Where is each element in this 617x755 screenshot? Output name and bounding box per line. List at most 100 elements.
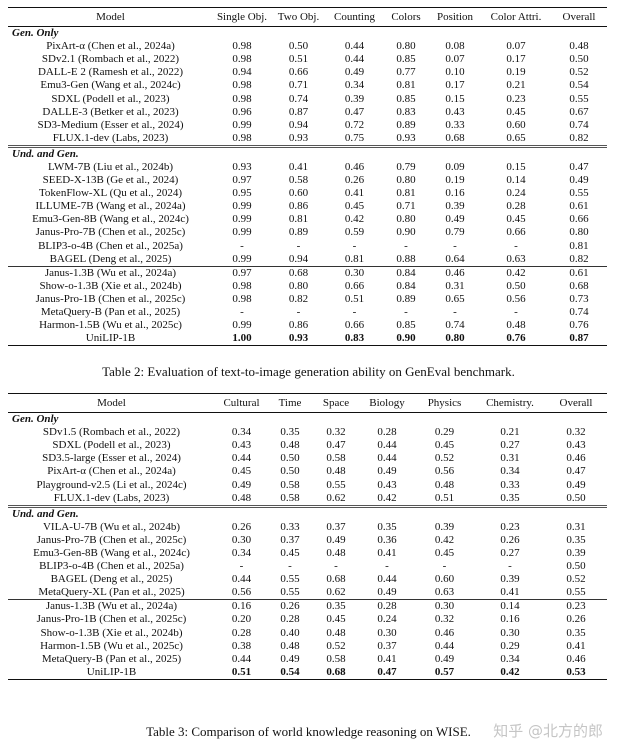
score-cell: 0.65 [506,131,526,144]
group-label-row: Und. and Gen. [8,504,607,521]
model-name-cell: MetaQuery-B (Pan et al., 2025) [40,306,181,319]
score-cell: 0.51 [434,491,455,504]
table-row: MetaQuery-B (Pan et al., 2025) 0.44 0.49 0.… [8,653,607,666]
score-cell: 0.45 [280,546,300,559]
score-cell: 0.43 [377,478,397,491]
score-cell: 0.45 [344,200,365,213]
score-cell: 0.43 [231,439,252,452]
column-header: Color Attri. [490,11,542,23]
table-row: LWM-7B (Liu et al., 2024b) 0.93 0.41 0.46 0.… [8,161,607,174]
column-header: Chemistry. [486,397,534,409]
score-cell: 0.32 [326,426,346,439]
table-row: Janus-Pro-7B (Chen et al., 2025c) 0.99 0.8… [8,226,607,239]
score-cell: 0.66 [288,66,309,79]
table-row: SD3.5-large (Esser et al., 2024) 0.44 0.50… [8,452,607,465]
table-row: VILA-U-7B (Wu et al., 2024b) 0.26 0.33 0.37… [8,521,607,534]
table-row: FLUX.1-dev (Labs, 2023) 0.48 0.58 0.62 0.42 0… [8,492,607,507]
score-cell: 0.49 [280,652,300,665]
score-cell: 0.34 [344,79,365,92]
model-name-cell: Janus-Pro-7B (Chen et al., 2025c) [35,226,186,239]
score-cell: 0.26 [500,533,520,546]
model-name-cell: Janus-1.3B (Wu et al., 2024a) [8,599,215,614]
score-cell: 0.55 [280,586,300,599]
score-cell: 0.48 [280,439,300,452]
score-cell: 0.07 [506,40,526,53]
model-name-cell: UniLIP-1B [8,665,215,680]
table-header-row: Model Single Obj. Two Obj. Counting Colors Po… [8,7,607,27]
score-cell: 0.93 [232,160,252,173]
score-cell: 0.48 [326,626,346,639]
score-cell: 0.56 [506,292,526,305]
score-cell: 0.28 [360,599,414,614]
score-cell: 0.49 [231,478,252,491]
score-cell: 0.72 [344,118,365,131]
table-row: SDXL (Podell et al., 2023) 0.43 0.48 0.47 0.… [8,439,607,452]
score-cell: 0.42 [344,213,365,226]
group-label: Und. and Gen. [8,504,607,521]
score-cell: 0.42 [434,533,455,546]
score-cell: 0.50 [288,40,309,53]
group-label-row: Gen. Only [8,413,607,427]
score-cell: 0.74 [569,118,589,131]
model-name-cell: Playground-v2.5 (Li et al., 2024c) [36,478,187,491]
score-cell: 0.49 [566,478,586,491]
score-cell: 0.98 [232,279,252,292]
score-cell: 0.85 [396,319,416,332]
score-cell: 0.28 [280,613,300,626]
table3-caption: Table 3: Comparison of world knowledge r… [146,724,471,739]
score-cell: 0.76 [481,332,551,347]
model-name-cell: Janus-Pro-1B (Chen et al., 2025c) [36,613,187,626]
score-cell: 0.73 [569,292,589,305]
model-name-cell: Harmon-1.5B (Wu et al., 2025c) [39,319,182,332]
column-header: Time [278,397,302,409]
score-cell: 0.50 [566,560,586,573]
model-name-cell: Show-o-1.3B (Xie et al., 2024b) [39,279,182,292]
score-cell: 0.45 [434,546,455,559]
score-cell: 0.21 [500,426,520,439]
table-row: MetaQuery-XL (Pan et al., 2025) 0.56 0.55 0… [8,586,607,600]
score-cell: 0.21 [506,79,526,92]
score-cell: 0.82 [569,252,589,265]
score-cell: 0.34 [500,465,520,478]
score-cell: 0.66 [569,213,589,226]
score-cell: 0.51 [215,665,268,680]
score-cell: 0.55 [569,92,589,105]
score-cell: 0.49 [445,213,465,226]
score-cell: 0.50 [506,279,526,292]
score-cell: 0.98 [232,53,252,66]
score-cell: 0.84 [383,265,429,280]
score-cell: 0.24 [506,187,526,200]
model-name-cell: BAGEL (Deng et al., 2025) [50,573,173,586]
watermark: 知乎 @北方的郎 [493,722,603,740]
table-row: Janus-1.3B (Wu et al., 2024a) 0.97 0.68 0.3… [8,265,607,280]
column-header: Cultural [223,397,260,409]
model-name-cell: FLUX.1-dev (Labs, 2023) [52,131,169,144]
score-cell: 0.54 [569,79,589,92]
score-cell: 0.87 [551,332,607,347]
score-cell: 0.55 [566,586,586,599]
score-cell: 0.48 [231,491,252,504]
score-cell: - [453,239,457,252]
score-cell: 0.53 [545,665,607,680]
table-row: DALL-E 2 (Ramesh et al., 2022) 0.94 0.66 0.… [8,66,607,79]
score-cell: 0.31 [566,520,586,533]
score-cell: 0.45 [434,439,455,452]
column-header: Two Obj. [277,11,320,23]
score-cell: 0.37 [280,533,300,546]
score-cell: 0.98 [232,131,252,144]
score-cell: 0.98 [232,292,252,305]
score-cell: 0.42 [475,665,545,680]
model-name-cell: SD3.5-large (Esser et al., 2024) [42,452,181,465]
table-row: SDv1.5 (Rombach et al., 2022) 0.34 0.35 0.3… [8,426,607,439]
score-cell: 0.50 [569,53,589,66]
score-cell: 0.19 [445,174,465,187]
score-cell: 0.81 [344,252,365,265]
model-name-cell: MetaQuery-XL (Pan et al., 2025) [38,586,185,599]
score-cell: 0.68 [326,573,346,586]
score-cell: 0.49 [434,652,455,665]
score-cell: 0.39 [445,200,465,213]
score-cell: 0.62 [326,491,346,504]
score-cell: - [240,239,244,252]
score-cell: 0.46 [566,652,586,665]
score-cell: 0.98 [232,40,252,53]
